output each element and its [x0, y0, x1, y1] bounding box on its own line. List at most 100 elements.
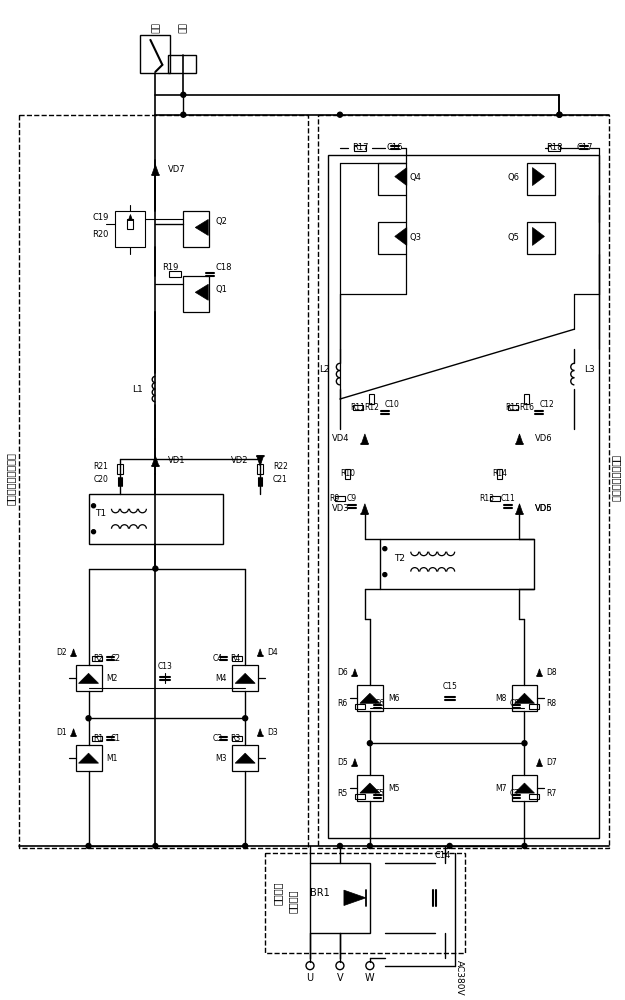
Circle shape	[338, 112, 342, 117]
Text: U: U	[306, 973, 314, 983]
Text: Q1: Q1	[215, 285, 227, 294]
Text: VD1: VD1	[168, 456, 186, 465]
Text: 变极性电流主电路: 变极性电流主电路	[611, 455, 621, 502]
Polygon shape	[352, 669, 357, 676]
Circle shape	[522, 741, 527, 746]
Polygon shape	[352, 759, 357, 766]
Text: AC380V: AC380V	[455, 960, 464, 995]
Text: R7: R7	[546, 789, 557, 798]
Text: VD2: VD2	[231, 456, 248, 465]
Circle shape	[181, 112, 186, 117]
Text: R13: R13	[479, 494, 494, 503]
Text: R10: R10	[341, 469, 356, 478]
Bar	[355, 794, 365, 799]
Bar	[335, 496, 345, 501]
Bar	[232, 665, 258, 691]
Bar	[265, 853, 464, 953]
Text: C21: C21	[273, 475, 288, 484]
Circle shape	[153, 843, 158, 848]
Polygon shape	[257, 456, 264, 466]
Text: C19: C19	[92, 213, 109, 222]
Bar	[508, 405, 518, 410]
Circle shape	[338, 843, 342, 848]
Text: 快频脉冲电流主电路: 快频脉冲电流主电路	[6, 452, 16, 505]
Bar	[511, 685, 538, 711]
Polygon shape	[195, 219, 208, 235]
Text: D7: D7	[546, 758, 557, 767]
Text: 工件: 工件	[176, 23, 185, 33]
Text: D8: D8	[546, 668, 557, 677]
Bar	[169, 271, 181, 277]
Circle shape	[522, 843, 527, 848]
Circle shape	[557, 112, 562, 117]
Text: VD7: VD7	[168, 165, 186, 174]
Text: Q5: Q5	[508, 233, 519, 242]
Bar	[127, 219, 133, 229]
Polygon shape	[235, 753, 255, 763]
Polygon shape	[514, 693, 534, 703]
Text: L1: L1	[132, 385, 142, 394]
Bar	[118, 464, 124, 474]
Text: C1: C1	[111, 734, 121, 743]
Text: R2: R2	[94, 654, 104, 663]
Text: M5: M5	[388, 784, 399, 793]
Bar	[380, 539, 534, 589]
Polygon shape	[516, 434, 523, 444]
Bar	[524, 394, 529, 404]
Text: R17: R17	[352, 143, 368, 152]
Bar	[497, 469, 502, 479]
Text: VD3: VD3	[332, 504, 350, 513]
Polygon shape	[516, 504, 523, 514]
Text: M8: M8	[495, 694, 506, 703]
Bar	[232, 745, 258, 771]
Text: R15: R15	[505, 403, 520, 412]
Text: T1: T1	[95, 509, 106, 518]
Text: L3: L3	[584, 365, 595, 374]
Circle shape	[86, 843, 91, 848]
Text: C2: C2	[111, 654, 121, 663]
Text: R5: R5	[338, 789, 348, 798]
Polygon shape	[71, 649, 76, 656]
Bar	[357, 685, 383, 711]
Text: R20: R20	[92, 230, 109, 239]
Polygon shape	[395, 227, 407, 245]
Text: C10: C10	[385, 400, 400, 409]
Text: VD5: VD5	[534, 504, 552, 513]
Circle shape	[557, 112, 562, 117]
Circle shape	[242, 716, 248, 721]
Text: C15: C15	[442, 682, 457, 691]
Bar	[89, 494, 223, 544]
Text: R6: R6	[338, 699, 348, 708]
Text: 滤波电路: 滤波电路	[288, 889, 298, 913]
Text: M6: M6	[388, 694, 399, 703]
Text: R12: R12	[364, 403, 379, 412]
Text: VD4: VD4	[332, 434, 350, 443]
Bar	[76, 665, 101, 691]
Bar	[183, 276, 209, 312]
Circle shape	[447, 843, 452, 848]
Text: 三相整流: 三相整流	[273, 881, 283, 905]
Text: M7: M7	[495, 784, 506, 793]
Text: R3: R3	[230, 734, 240, 743]
Polygon shape	[235, 673, 255, 683]
Bar	[116, 211, 146, 247]
Text: M4: M4	[216, 674, 227, 683]
Bar	[548, 145, 561, 151]
Text: Q6: Q6	[508, 173, 519, 182]
Text: BR1: BR1	[310, 888, 330, 898]
Bar	[511, 775, 538, 801]
Circle shape	[91, 530, 96, 534]
Text: C14: C14	[434, 851, 451, 860]
Polygon shape	[361, 504, 368, 514]
Text: C9: C9	[347, 494, 357, 503]
Bar	[353, 405, 363, 410]
Bar	[168, 55, 196, 73]
Bar	[232, 656, 242, 661]
Text: D6: D6	[337, 668, 348, 677]
Polygon shape	[514, 783, 534, 793]
Bar	[357, 775, 383, 801]
Bar	[528, 222, 556, 254]
Polygon shape	[361, 434, 368, 444]
Circle shape	[368, 843, 372, 848]
Text: C7: C7	[509, 789, 519, 798]
